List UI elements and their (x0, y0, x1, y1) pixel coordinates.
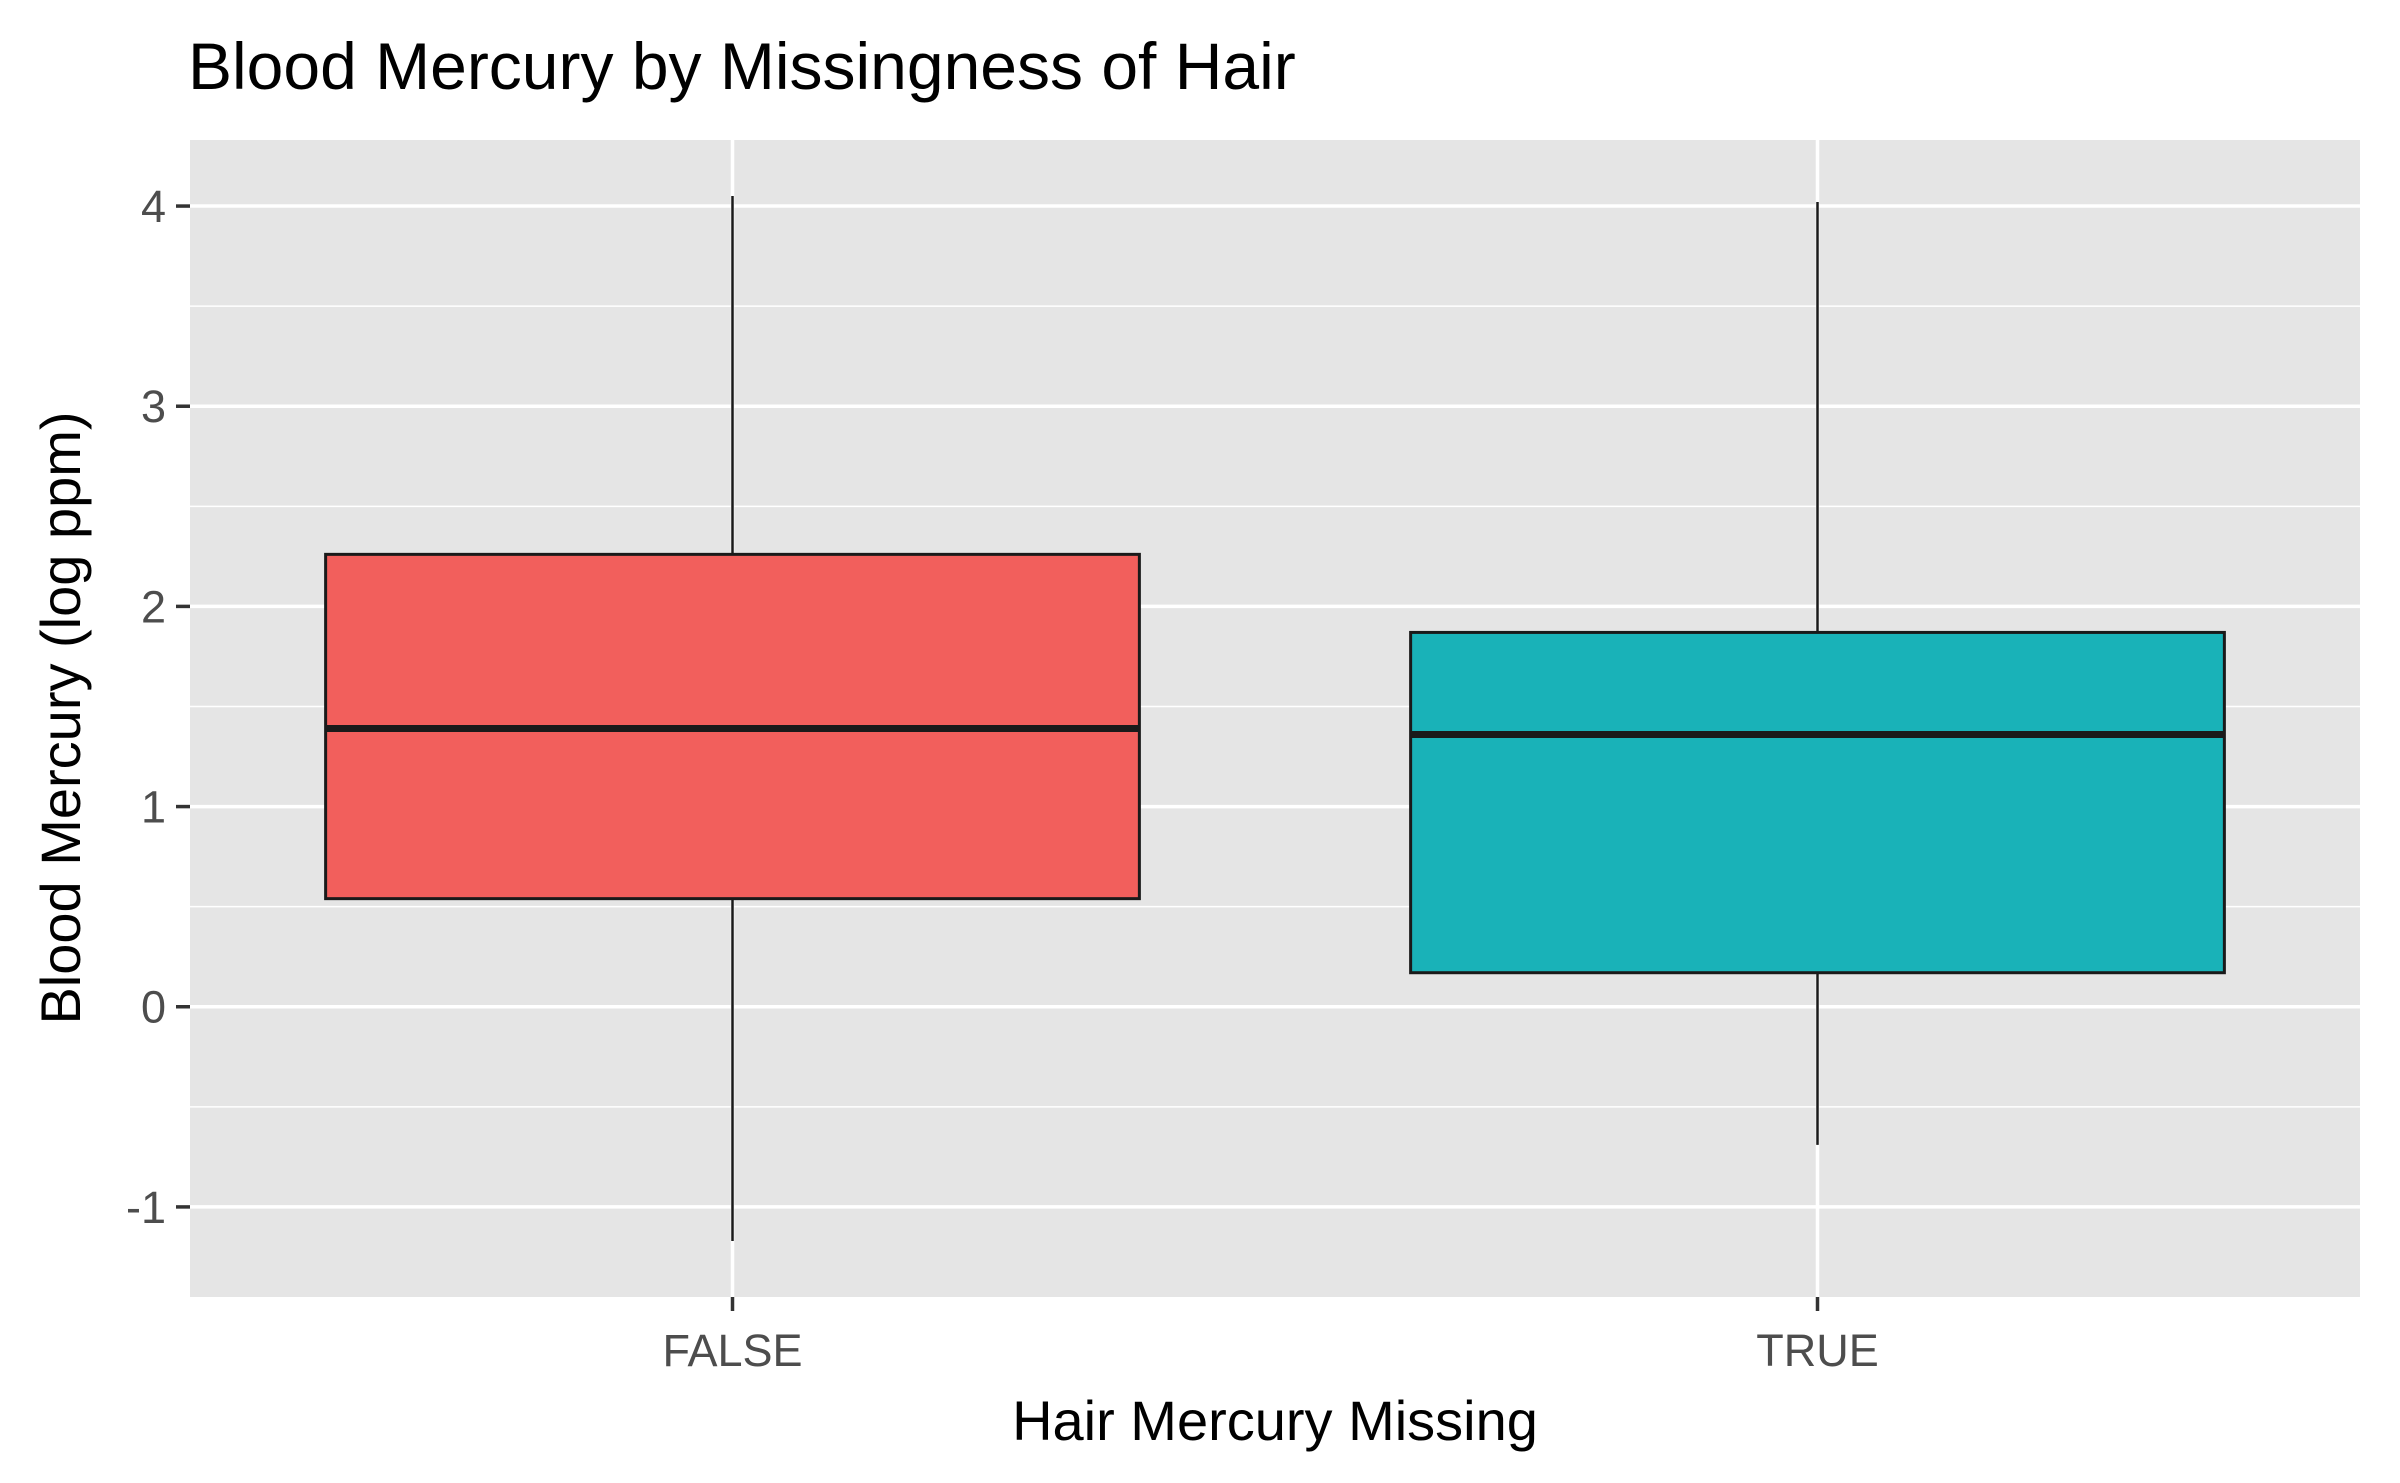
y-tick-label: 2 (141, 581, 166, 632)
y-tick-label: -1 (126, 1182, 166, 1233)
chart-title: Blood Mercury by Missingness of Hair (188, 29, 1296, 103)
x-tick-label: FALSE (662, 1325, 802, 1376)
y-tick-label: 0 (141, 982, 166, 1033)
y-axis-title: Blood Mercury (log ppm) (29, 411, 92, 1024)
y-axis: -1 0 1 2 3 4 (126, 181, 190, 1233)
boxes (324, 196, 2226, 1241)
box-true (1409, 202, 2226, 1145)
x-tick-label: TRUE (1756, 1325, 1879, 1376)
x-axis: FALSE TRUE (662, 1297, 1879, 1376)
box-false (324, 196, 1141, 1241)
y-tick-label: 1 (141, 782, 166, 833)
box-iqr (1409, 630, 2226, 975)
y-tick-label: 3 (141, 381, 166, 432)
x-axis-title: Hair Mercury Missing (1012, 1389, 1538, 1452)
y-tick-label: 4 (141, 181, 166, 232)
